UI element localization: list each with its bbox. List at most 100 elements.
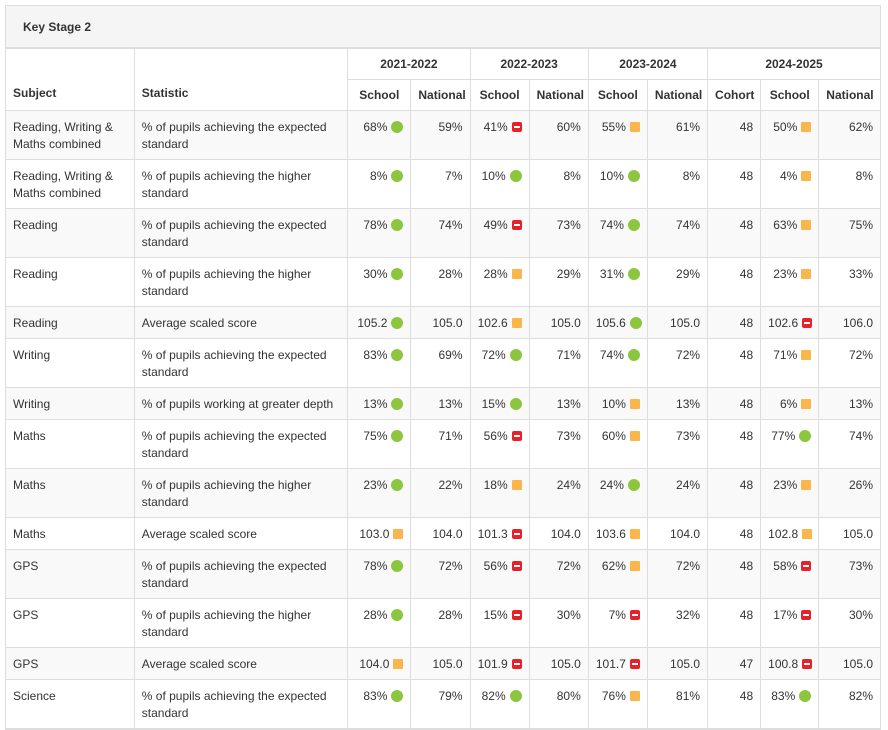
school-cell: 78%: [347, 549, 412, 599]
national-cell: 75%: [818, 208, 880, 258]
school-cell: 103.0: [347, 517, 412, 550]
school-cell: 103.6: [587, 517, 648, 550]
school-cell: 28%: [469, 257, 530, 307]
school-cell-value: 23%: [363, 478, 388, 492]
national-cell: 28%: [410, 257, 471, 307]
subject-cell-value: GPS: [13, 657, 39, 671]
school-cell-value: 55%: [601, 120, 626, 134]
amber-status-icon: [802, 529, 813, 539]
national-cell: 24%: [528, 468, 589, 518]
national-cell: 80%: [528, 679, 589, 729]
header-school: School: [347, 79, 412, 111]
school-cell: 15%: [469, 598, 530, 648]
school-cell: 101.7: [587, 647, 648, 680]
national-cell-value: 75%: [848, 218, 873, 232]
statistic-cell-value: % of pupils achieving the expected stand…: [141, 348, 327, 379]
national-cell-value: 105.0: [550, 316, 581, 330]
statistic-cell-value: Average scaled score: [141, 657, 257, 671]
green-status-icon: [391, 560, 404, 572]
national-cell-value: 72%: [676, 559, 701, 573]
table-row: GPS % of pupils achieving the higher stan…: [6, 598, 880, 648]
amber-status-icon: [801, 269, 812, 279]
national-cell-value: 33%: [848, 267, 873, 281]
statistic-cell: % of pupils achieving the higher standar…: [133, 257, 349, 307]
school-cell-value: 63%: [773, 218, 798, 232]
national-cell-value: 59%: [438, 120, 463, 134]
statistic-cell-value: % of pupils achieving the higher standar…: [141, 608, 312, 639]
header-school: School: [587, 79, 648, 111]
subject-cell: Maths: [6, 517, 135, 550]
school-cell: 23%: [760, 257, 820, 307]
subject-cell: GPS: [6, 549, 135, 599]
amber-status-icon: [511, 269, 522, 279]
cohort-cell: 48: [707, 257, 762, 307]
school-cell: 28%: [347, 598, 412, 648]
national-cell-value: 105.0: [670, 657, 701, 671]
national-cell: 105.0: [528, 647, 589, 680]
cohort-cell: 48: [707, 679, 762, 729]
school-cell: 55%: [587, 110, 648, 160]
school-cell-value: 15%: [483, 608, 508, 622]
green-status-icon: [391, 398, 404, 410]
national-cell-value: 72%: [438, 559, 463, 573]
table-row: Reading, Writing & Maths combined % of pu…: [6, 110, 880, 160]
school-cell-value: 78%: [363, 559, 388, 573]
green-status-icon: [627, 268, 640, 280]
national-cell: 105.0: [646, 647, 709, 680]
school-cell-value: 102.6: [768, 316, 799, 330]
school-cell: 4%: [760, 159, 820, 209]
national-cell-value: 26%: [848, 478, 873, 492]
subject-cell: Reading, Writing & Maths combined: [6, 159, 135, 209]
school-cell: 10%: [469, 159, 530, 209]
green-status-icon: [509, 349, 522, 361]
school-cell-value: 24%: [599, 478, 624, 492]
amber-status-icon: [801, 480, 812, 490]
subject-cell-value: Maths: [13, 429, 46, 443]
school-cell-value: 30%: [363, 267, 388, 281]
statistic-cell: % of pupils achieving the expected stand…: [133, 419, 349, 469]
school-cell: 72%: [469, 338, 530, 388]
national-cell: 72%: [410, 549, 471, 599]
school-cell: 18%: [469, 468, 530, 518]
school-cell: 75%: [347, 419, 412, 469]
subject-cell: Writing: [6, 338, 135, 388]
national-cell-value: 22%: [438, 478, 463, 492]
subject-cell-value: Writing: [13, 397, 51, 411]
green-status-icon: [509, 170, 522, 182]
school-cell: 62%: [587, 549, 648, 599]
school-cell-value: 74%: [599, 218, 624, 232]
key-stage-2-panel: Key Stage 2 Subject Statistic 2021-2022 …: [5, 5, 881, 730]
subject-cell: Reading: [6, 306, 135, 339]
school-cell-value: 68%: [363, 120, 388, 134]
amber-status-icon: [629, 399, 640, 409]
subject-cell-value: Reading: [13, 267, 58, 281]
green-status-icon: [391, 317, 404, 329]
red-status-icon: [511, 220, 522, 230]
cohort-cell: 48: [707, 419, 762, 469]
cohort-cell-value: 48: [739, 478, 754, 492]
subject-cell: GPS: [6, 598, 135, 648]
cohort-cell-value: 48: [739, 348, 754, 362]
table-row: Maths % of pupils achieving the expected …: [6, 419, 880, 469]
national-cell-value: 105.0: [432, 657, 463, 671]
school-cell-value: 101.3: [477, 527, 508, 541]
amber-status-icon: [511, 318, 522, 328]
red-status-icon: [801, 610, 812, 620]
header-subject: Subject: [6, 48, 135, 111]
national-cell: 72%: [528, 549, 589, 599]
school-cell: 15%: [469, 387, 530, 420]
school-cell: 10%: [587, 159, 648, 209]
national-cell: 74%: [646, 208, 709, 258]
amber-status-icon: [801, 399, 812, 409]
national-cell: 105.0: [646, 306, 709, 339]
school-cell: 101.9: [469, 647, 530, 680]
header-year-2: 2022-2023: [469, 48, 589, 80]
red-status-icon: [802, 318, 813, 328]
school-cell-value: 102.8: [768, 527, 799, 541]
school-cell-value: 23%: [773, 267, 798, 281]
school-cell-value: 71%: [773, 348, 798, 362]
red-status-icon: [511, 610, 522, 620]
green-status-icon: [391, 479, 404, 491]
cohort-cell: 47: [707, 647, 762, 680]
national-cell: 22%: [410, 468, 471, 518]
